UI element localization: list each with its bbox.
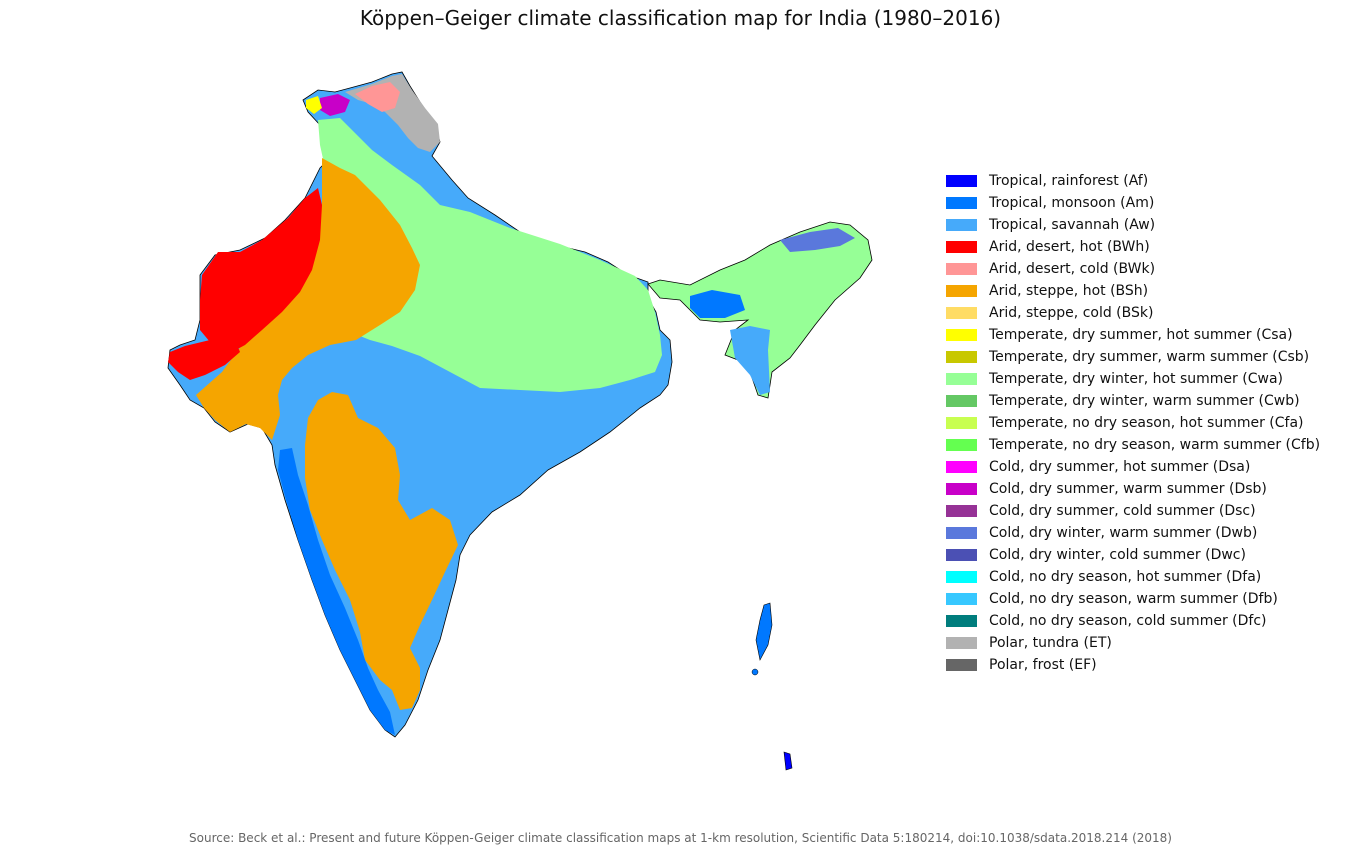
region-bwh-kutch bbox=[168, 340, 240, 380]
legend-swatch bbox=[946, 637, 977, 649]
region-aw-tripura bbox=[730, 326, 770, 395]
legend-label: Temperate, no dry season, hot summer (Cf… bbox=[989, 415, 1304, 431]
legend-item: Arid, desert, cold (BWk) bbox=[946, 258, 1320, 280]
andaman-islands bbox=[755, 602, 773, 661]
legend-item: Cold, dry summer, hot summer (Dsa) bbox=[946, 456, 1320, 478]
source-citation: Source: Beck et al.: Present and future … bbox=[189, 831, 1172, 845]
legend-label: Arid, desert, cold (BWk) bbox=[989, 261, 1156, 277]
legend-swatch bbox=[946, 219, 977, 231]
legend-item: Temperate, dry winter, warm summer (Cwb) bbox=[946, 390, 1320, 412]
legend-label: Arid, steppe, cold (BSk) bbox=[989, 305, 1154, 321]
legend-label: Tropical, savannah (Aw) bbox=[989, 217, 1156, 233]
region-bwk-ladakh bbox=[355, 82, 400, 112]
legend-swatch bbox=[946, 505, 977, 517]
region-bsh-deccan bbox=[305, 392, 458, 710]
legend-swatch bbox=[946, 549, 977, 561]
legend-label: Polar, tundra (ET) bbox=[989, 635, 1112, 651]
legend-swatch bbox=[946, 373, 977, 385]
legend-swatch bbox=[946, 571, 977, 583]
india-northeast bbox=[647, 221, 873, 399]
legend-item: Tropical, monsoon (Am) bbox=[946, 192, 1320, 214]
legend-label: Tropical, rainforest (Af) bbox=[989, 173, 1149, 189]
legend-item: Cold, dry winter, cold summer (Dwc) bbox=[946, 544, 1320, 566]
legend-swatch bbox=[946, 483, 977, 495]
legend-label: Cold, dry winter, cold summer (Dwc) bbox=[989, 547, 1246, 563]
legend-label: Temperate, dry summer, warm summer (Csb) bbox=[989, 349, 1310, 365]
region-cwa-north bbox=[300, 118, 662, 392]
legend-label: Tropical, monsoon (Am) bbox=[989, 195, 1155, 211]
legend-item: Tropical, savannah (Aw) bbox=[946, 214, 1320, 236]
legend: Tropical, rainforest (Af) Tropical, mons… bbox=[946, 170, 1320, 676]
legend-item: Cold, no dry season, hot summer (Dfa) bbox=[946, 566, 1320, 588]
legend-swatch bbox=[946, 615, 977, 627]
legend-label: Cold, no dry season, warm summer (Dfb) bbox=[989, 591, 1278, 607]
legend-label: Temperate, dry winter, hot summer (Cwa) bbox=[989, 371, 1283, 387]
region-dsb-kashmir bbox=[320, 94, 350, 116]
legend-swatch bbox=[946, 263, 977, 275]
legend-item: Temperate, dry winter, hot summer (Cwa) bbox=[946, 368, 1320, 390]
legend-item: Polar, tundra (ET) bbox=[946, 632, 1320, 654]
legend-item: Temperate, no dry season, hot summer (Cf… bbox=[946, 412, 1320, 434]
region-bwh-thar bbox=[200, 188, 322, 352]
legend-label: Temperate, dry summer, hot summer (Csa) bbox=[989, 327, 1293, 343]
legend-item: Temperate, dry summer, warm summer (Csb) bbox=[946, 346, 1320, 368]
legend-swatch bbox=[946, 527, 977, 539]
legend-label: Arid, steppe, hot (BSh) bbox=[989, 283, 1149, 299]
region-csa-kashmir bbox=[306, 96, 322, 114]
legend-item: Temperate, dry summer, hot summer (Csa) bbox=[946, 324, 1320, 346]
legend-swatch bbox=[946, 461, 977, 473]
legend-label: Cold, no dry season, cold summer (Dfc) bbox=[989, 613, 1267, 629]
region-am-western-ghats bbox=[278, 448, 395, 735]
legend-item: Arid, steppe, cold (BSk) bbox=[946, 302, 1320, 324]
map-title: Köppen–Geiger climate classification map… bbox=[359, 6, 1002, 30]
legend-swatch bbox=[946, 395, 977, 407]
legend-swatch bbox=[946, 175, 977, 187]
legend-label: Arid, desert, hot (BWh) bbox=[989, 239, 1150, 255]
legend-label: Cold, dry summer, warm summer (Dsb) bbox=[989, 481, 1267, 497]
small-island bbox=[751, 668, 759, 676]
legend-label: Temperate, no dry season, warm summer (C… bbox=[989, 437, 1321, 453]
legend-item: Arid, steppe, hot (BSh) bbox=[946, 280, 1320, 302]
legend-label: Polar, frost (EF) bbox=[989, 657, 1097, 673]
legend-item: Cold, dry winter, warm summer (Dwb) bbox=[946, 522, 1320, 544]
legend-swatch bbox=[946, 659, 977, 671]
region-am-northeast bbox=[690, 290, 745, 318]
legend-label: Cold, no dry season, hot summer (Dfa) bbox=[989, 569, 1262, 585]
legend-swatch bbox=[946, 417, 977, 429]
legend-item: Cold, dry summer, warm summer (Dsb) bbox=[946, 478, 1320, 500]
legend-swatch bbox=[946, 285, 977, 297]
legend-label: Cold, dry winter, warm summer (Dwb) bbox=[989, 525, 1258, 541]
legend-item: Tropical, rainforest (Af) bbox=[946, 170, 1320, 192]
legend-label: Temperate, dry winter, warm summer (Cwb) bbox=[989, 393, 1300, 409]
legend-swatch bbox=[946, 241, 977, 253]
legend-item: Cold, no dry season, cold summer (Dfc) bbox=[946, 610, 1320, 632]
legend-swatch bbox=[946, 307, 977, 319]
legend-item: Temperate, no dry season, warm summer (C… bbox=[946, 434, 1320, 456]
legend-swatch bbox=[946, 329, 977, 341]
legend-label: Cold, dry summer, hot summer (Dsa) bbox=[989, 459, 1251, 475]
legend-swatch bbox=[946, 439, 977, 451]
legend-label: Cold, dry summer, cold summer (Dsc) bbox=[989, 503, 1256, 519]
region-dwb-arunachal bbox=[780, 228, 855, 252]
legend-item: Arid, desert, hot (BWh) bbox=[946, 236, 1320, 258]
legend-swatch bbox=[946, 351, 977, 363]
legend-item: Cold, no dry season, warm summer (Dfb) bbox=[946, 588, 1320, 610]
legend-item: Polar, frost (EF) bbox=[946, 654, 1320, 676]
legend-item: Cold, dry summer, cold summer (Dsc) bbox=[946, 500, 1320, 522]
region-bsh-northwest bbox=[196, 158, 420, 440]
legend-swatch bbox=[946, 593, 977, 605]
nicobar-islands bbox=[783, 751, 793, 771]
legend-swatch bbox=[946, 197, 977, 209]
